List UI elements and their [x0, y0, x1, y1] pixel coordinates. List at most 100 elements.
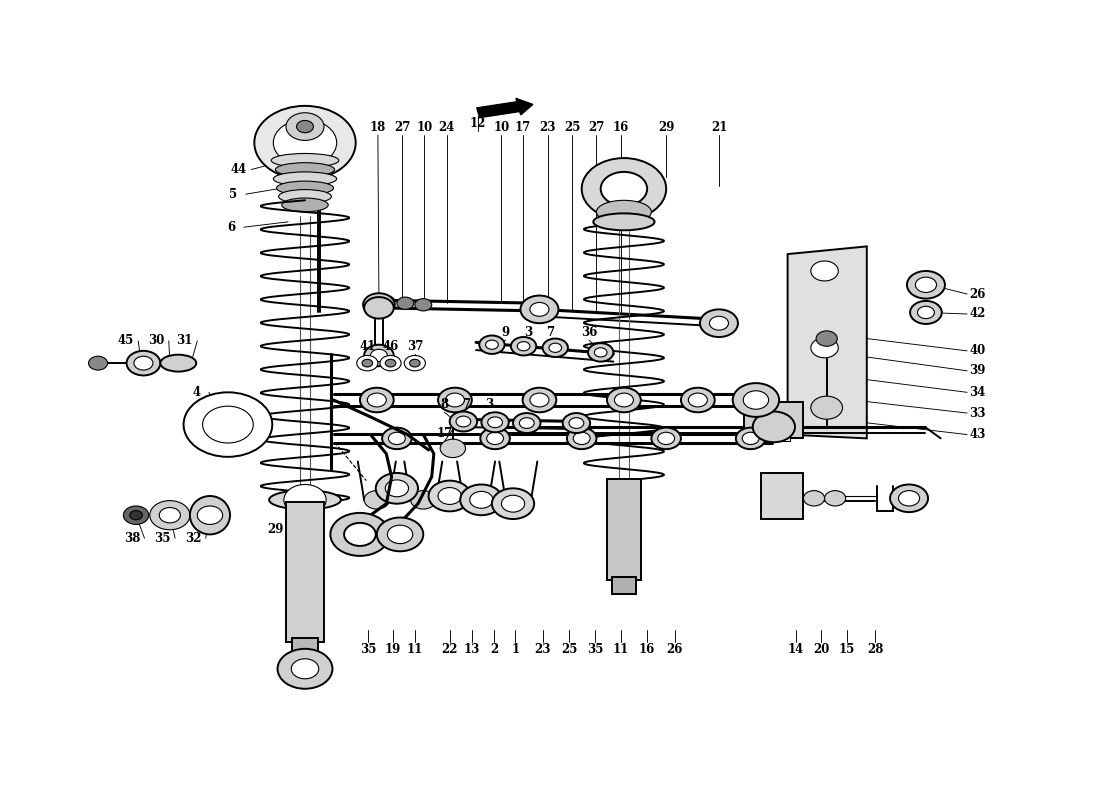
Circle shape: [456, 416, 471, 427]
Text: 26: 26: [667, 643, 683, 656]
Circle shape: [566, 428, 596, 449]
Circle shape: [364, 490, 389, 509]
Circle shape: [594, 348, 607, 357]
Circle shape: [588, 343, 614, 362]
Circle shape: [297, 121, 313, 133]
Circle shape: [689, 393, 707, 407]
Circle shape: [376, 473, 418, 504]
Text: 2: 2: [490, 643, 498, 656]
Circle shape: [530, 302, 549, 316]
Text: 11: 11: [613, 643, 629, 656]
Bar: [607, 479, 641, 581]
Circle shape: [906, 271, 945, 298]
Circle shape: [549, 343, 562, 352]
Ellipse shape: [270, 490, 341, 510]
Circle shape: [463, 490, 488, 509]
Circle shape: [197, 506, 222, 525]
Text: 28: 28: [867, 643, 883, 656]
Text: 14: 14: [788, 643, 804, 656]
Circle shape: [202, 406, 253, 443]
Text: 29: 29: [658, 121, 674, 134]
Circle shape: [736, 428, 766, 449]
Circle shape: [487, 417, 503, 428]
Circle shape: [573, 432, 590, 445]
Text: 7: 7: [546, 326, 554, 339]
Circle shape: [739, 388, 773, 412]
Circle shape: [607, 388, 641, 412]
Bar: [293, 638, 318, 658]
Circle shape: [915, 277, 936, 293]
Circle shape: [450, 411, 477, 431]
Circle shape: [460, 485, 503, 515]
Circle shape: [710, 316, 728, 330]
Circle shape: [364, 297, 394, 318]
Circle shape: [88, 356, 108, 370]
Circle shape: [492, 488, 535, 519]
Circle shape: [134, 356, 153, 370]
Circle shape: [601, 172, 647, 206]
Circle shape: [410, 490, 436, 509]
Circle shape: [811, 261, 838, 281]
Circle shape: [284, 485, 326, 515]
Circle shape: [506, 490, 531, 509]
Circle shape: [530, 393, 549, 407]
Circle shape: [356, 355, 378, 371]
Bar: [286, 502, 324, 642]
Circle shape: [747, 393, 766, 407]
Ellipse shape: [161, 354, 196, 371]
Circle shape: [890, 485, 928, 512]
Text: 29: 29: [267, 522, 284, 535]
Text: 44: 44: [230, 163, 246, 176]
Text: 32: 32: [185, 532, 201, 545]
Text: 6: 6: [227, 221, 235, 234]
Text: 38: 38: [123, 532, 140, 545]
FancyArrow shape: [476, 98, 532, 118]
Circle shape: [510, 337, 537, 355]
Text: 25: 25: [561, 643, 578, 656]
Text: 20: 20: [813, 643, 829, 656]
Circle shape: [700, 310, 738, 337]
Text: 35: 35: [154, 532, 170, 545]
Ellipse shape: [190, 496, 230, 534]
Circle shape: [130, 510, 142, 520]
Circle shape: [811, 338, 838, 358]
Circle shape: [482, 412, 509, 432]
Text: 26: 26: [969, 287, 986, 301]
Ellipse shape: [596, 200, 651, 223]
Bar: [745, 402, 803, 438]
Circle shape: [522, 388, 557, 412]
Circle shape: [415, 298, 431, 311]
Text: 34: 34: [969, 386, 986, 399]
Circle shape: [409, 359, 420, 367]
Circle shape: [502, 495, 525, 512]
Circle shape: [658, 432, 674, 445]
Ellipse shape: [275, 162, 334, 177]
Circle shape: [513, 413, 540, 433]
Circle shape: [440, 439, 465, 458]
Circle shape: [480, 335, 505, 354]
Text: 10: 10: [493, 121, 509, 134]
Circle shape: [385, 480, 408, 497]
Circle shape: [446, 393, 464, 407]
Circle shape: [292, 659, 319, 678]
Text: 27: 27: [588, 121, 605, 134]
Text: 36: 36: [581, 326, 597, 339]
Circle shape: [542, 338, 568, 357]
Circle shape: [385, 359, 396, 367]
Circle shape: [742, 432, 759, 445]
Bar: [758, 428, 790, 442]
Text: 13: 13: [464, 643, 480, 656]
Text: 10: 10: [416, 121, 432, 134]
Ellipse shape: [273, 172, 337, 186]
Circle shape: [397, 297, 414, 310]
Text: 45: 45: [118, 334, 133, 347]
Text: 3: 3: [485, 398, 493, 411]
Circle shape: [485, 340, 498, 350]
Circle shape: [615, 393, 634, 407]
Circle shape: [344, 523, 376, 546]
Text: 4: 4: [192, 386, 200, 399]
Circle shape: [387, 525, 412, 544]
Circle shape: [364, 345, 394, 366]
Ellipse shape: [282, 198, 328, 212]
Text: 22: 22: [441, 643, 458, 656]
